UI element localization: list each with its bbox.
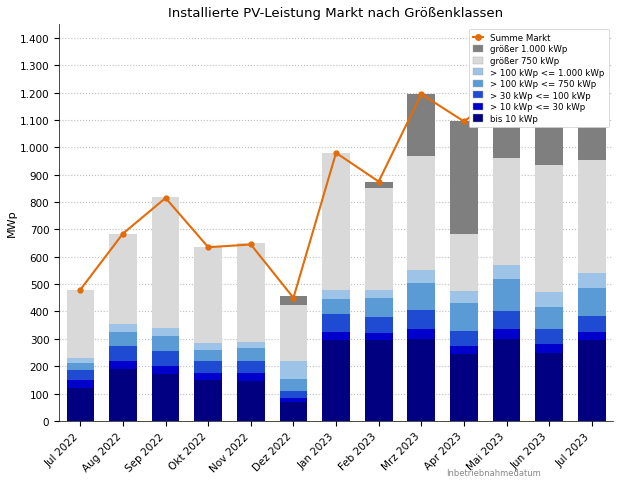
Bar <box>407 156 435 271</box>
Bar <box>365 290 392 298</box>
Bar <box>66 380 94 388</box>
Bar <box>493 279 520 312</box>
Bar <box>535 103 563 166</box>
Bar <box>535 330 563 345</box>
Bar <box>450 354 478 421</box>
Bar <box>407 271 435 283</box>
Bar <box>66 358 94 364</box>
Bar <box>152 351 179 366</box>
Bar <box>152 328 179 336</box>
Bar <box>407 283 435 311</box>
Bar <box>365 317 392 334</box>
Bar <box>407 95 435 156</box>
Bar <box>194 361 222 373</box>
Bar <box>535 353 563 421</box>
Legend: Summe Markt, größer 1.000 kWp, größer 750 kWp, > 100 kWp <= 1.000 kWp, > 100 kWp: Summe Markt, größer 1.000 kWp, größer 75… <box>469 30 609 128</box>
Bar <box>109 346 137 361</box>
Bar <box>493 312 520 330</box>
Bar <box>280 297 308 305</box>
Bar <box>109 369 137 421</box>
Bar <box>535 308 563 330</box>
Bar <box>109 332 137 346</box>
Bar <box>237 382 265 421</box>
Bar <box>407 311 435 330</box>
Bar <box>280 402 308 421</box>
Bar <box>322 154 350 290</box>
Bar <box>194 350 222 361</box>
Bar <box>280 398 308 402</box>
Y-axis label: MWp: MWp <box>7 209 17 237</box>
Bar <box>365 340 392 421</box>
Bar <box>322 340 350 421</box>
Bar <box>109 324 137 332</box>
Bar <box>194 373 222 380</box>
Bar <box>450 346 478 354</box>
Bar <box>578 340 606 421</box>
Bar <box>407 330 435 339</box>
Bar <box>450 234 478 291</box>
Bar <box>322 300 350 314</box>
Bar <box>237 348 265 361</box>
Bar <box>280 305 308 361</box>
Bar <box>450 291 478 304</box>
Bar <box>322 290 350 300</box>
Bar <box>578 316 606 332</box>
Bar <box>194 380 222 421</box>
Bar <box>66 371 94 380</box>
Bar <box>450 331 478 346</box>
Bar <box>578 288 606 316</box>
Bar <box>152 366 179 374</box>
Bar <box>535 166 563 293</box>
Bar <box>407 339 435 421</box>
Bar <box>194 343 222 350</box>
Text: Inbetriebnahmedatum: Inbetriebnahmedatum <box>446 468 541 477</box>
Bar <box>66 290 94 358</box>
Bar <box>237 373 265 382</box>
Bar <box>237 361 265 373</box>
Bar <box>280 391 308 398</box>
Bar <box>578 160 606 274</box>
Bar <box>152 336 179 351</box>
Bar <box>365 334 392 340</box>
Bar <box>493 159 520 265</box>
Bar <box>493 265 520 279</box>
Bar <box>578 332 606 340</box>
Bar <box>578 94 606 160</box>
Bar <box>450 304 478 331</box>
Bar <box>365 182 392 189</box>
Bar <box>66 388 94 421</box>
Bar <box>493 92 520 159</box>
Bar <box>322 332 350 340</box>
Bar <box>578 274 606 288</box>
Bar <box>109 234 137 324</box>
Bar <box>237 244 265 342</box>
Bar <box>322 314 350 332</box>
Bar <box>493 330 520 339</box>
Bar <box>365 189 392 290</box>
Bar <box>109 361 137 369</box>
Title: Installierte PV-Leistung Markt nach Größenklassen: Installierte PV-Leistung Markt nach Größ… <box>169 7 503 20</box>
Bar <box>365 298 392 317</box>
Bar <box>237 342 265 348</box>
Bar <box>493 339 520 421</box>
Bar <box>535 293 563 308</box>
Bar <box>450 122 478 234</box>
Bar <box>152 374 179 421</box>
Bar <box>280 379 308 391</box>
Bar <box>535 345 563 353</box>
Bar <box>194 248 222 343</box>
Bar <box>152 197 179 328</box>
Bar <box>66 364 94 371</box>
Bar <box>280 361 308 379</box>
